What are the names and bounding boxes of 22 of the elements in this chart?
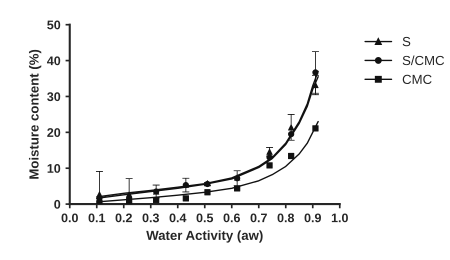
x-tick-label: 0.4	[170, 213, 186, 222]
x-tick-label: 0.6	[224, 213, 240, 222]
legend-label: CMC	[402, 74, 432, 84]
y-tick-label: 30	[47, 92, 60, 102]
x-tick-label: 0.1	[88, 213, 106, 222]
y-tick-label: 50	[47, 20, 60, 30]
x-axis-title: Water Activity (aw)	[146, 230, 263, 243]
x-tick-label: 0.8	[278, 213, 294, 222]
x-tick-label: 1.0	[332, 213, 348, 222]
x-tick-label: 0.2	[116, 213, 132, 222]
legend-label: S	[402, 36, 410, 46]
x-tick-label: 0.9	[304, 213, 321, 222]
y-tick-label: 20	[47, 128, 60, 137]
y-tick-label: 40	[47, 56, 60, 66]
x-tick-label: 0.5	[196, 213, 214, 222]
x-tick-label: 0.7	[250, 213, 267, 222]
x-tick-label: 0.0	[62, 213, 78, 222]
x-tick-label: 0.3	[142, 213, 159, 222]
y-tick-label: 0	[54, 200, 60, 209]
legend-label: S/CMC	[402, 55, 444, 66]
y-axis-title: Moisture content (%)	[28, 50, 42, 179]
y-tick-label: 10	[48, 164, 60, 173]
